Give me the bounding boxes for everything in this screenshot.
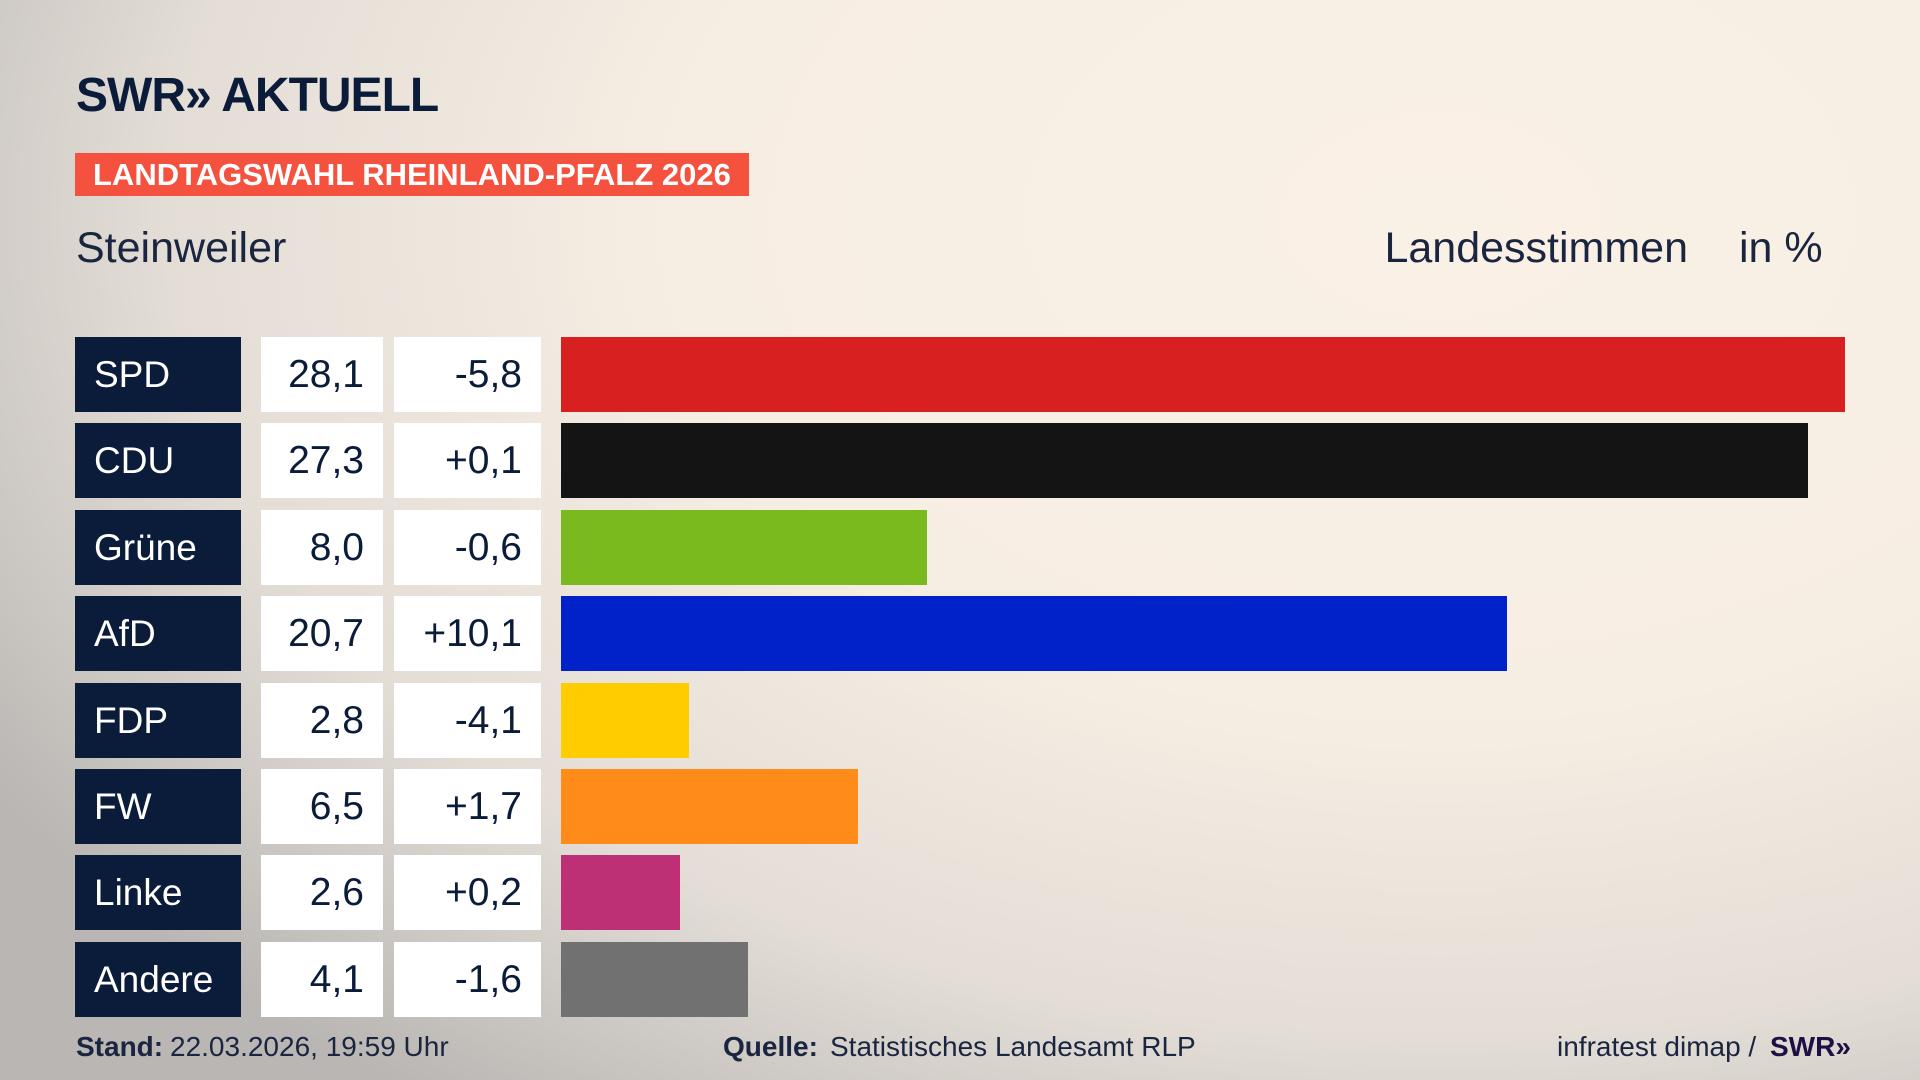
election-banner: LANDTAGSWAHL RHEINLAND-PFALZ 2026 xyxy=(75,153,749,196)
party-label: Linke xyxy=(75,855,241,931)
credit-text: infratest dimap / xyxy=(1557,1031,1764,1062)
value-label: 4,1 xyxy=(261,941,383,1017)
diff-label: -4,1 xyxy=(394,682,541,758)
diff-label: +0,2 xyxy=(394,855,541,931)
chart-row: Grüne 8,0 -0,6 xyxy=(0,509,1920,585)
bar-andere xyxy=(561,941,749,1017)
value-label: 2,8 xyxy=(261,682,383,758)
party-label: Grüne xyxy=(75,509,241,585)
chart-row: FW 6,5 +1,7 xyxy=(0,769,1920,844)
bar-linke xyxy=(561,855,680,931)
bar-fdp xyxy=(561,682,689,758)
chart-row: CDU 27,3 +0,1 xyxy=(0,423,1920,499)
swr-logo-small: SWR» xyxy=(1770,1031,1851,1062)
stand-value: 22.03.2026, 19:59 Uhr xyxy=(170,1031,449,1062)
bar-cdu xyxy=(561,423,1809,499)
party-label: FW xyxy=(75,769,241,844)
chart-row: Andere 4,1 -1,6 xyxy=(0,941,1920,1017)
value-label: 2,6 xyxy=(261,855,383,931)
source-value: Statistisches Landesamt RLP xyxy=(830,1031,1196,1062)
party-label: Andere xyxy=(75,941,241,1017)
bar-grüne xyxy=(561,509,927,585)
diff-label: -5,8 xyxy=(394,337,541,412)
party-label: FDP xyxy=(75,682,241,758)
value-label: 28,1 xyxy=(261,337,383,412)
diff-label: +1,7 xyxy=(394,769,541,844)
bar-spd xyxy=(561,337,1845,412)
diff-label: +0,1 xyxy=(394,423,541,499)
swr-aktuell-logo: SWR» AKTUELL xyxy=(76,69,439,122)
bar-afd xyxy=(561,596,1507,672)
value-label: 27,3 xyxy=(261,423,383,499)
source-label: Quelle: xyxy=(723,1031,818,1062)
unit-label: in % xyxy=(1739,224,1823,272)
place-title: Steinweiler xyxy=(76,224,287,272)
bar-fw xyxy=(561,769,858,844)
measure-label: Landesstimmen xyxy=(1384,224,1688,272)
chart-row: Linke 2,6 +0,2 xyxy=(0,855,1920,931)
party-label: SPD xyxy=(75,337,241,412)
chart-row: AfD 20,7 +10,1 xyxy=(0,596,1920,672)
diff-label: +10,1 xyxy=(394,596,541,672)
value-label: 6,5 xyxy=(261,769,383,844)
stand-label: Stand: xyxy=(76,1031,164,1062)
party-label: CDU xyxy=(75,423,241,499)
diff-label: -0,6 xyxy=(394,509,541,585)
chart-row: SPD 28,1 -5,8 xyxy=(0,337,1920,412)
party-label: AfD xyxy=(75,596,241,672)
value-label: 20,7 xyxy=(261,596,383,672)
chart-row: FDP 2,8 -4,1 xyxy=(0,682,1920,758)
value-label: 8,0 xyxy=(261,509,383,585)
diff-label: -1,6 xyxy=(394,941,541,1017)
